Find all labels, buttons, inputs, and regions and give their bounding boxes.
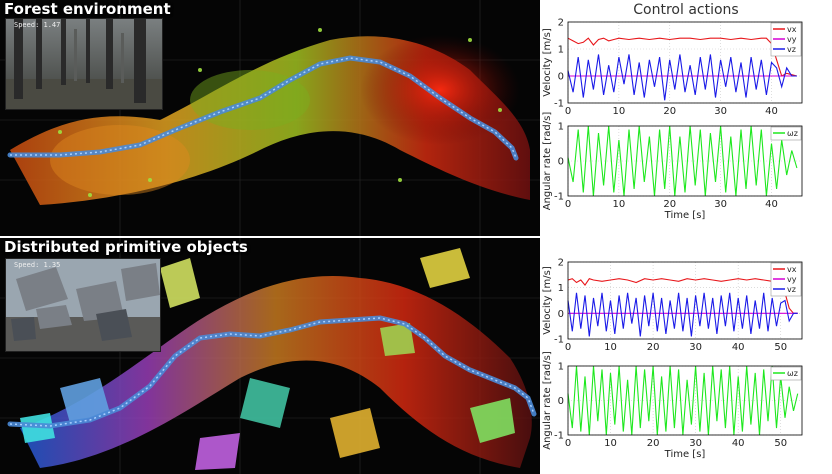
x-tick-label: 30 xyxy=(689,438,702,449)
y-tick-label: 1 xyxy=(558,122,564,133)
legend-entry: vx xyxy=(787,265,797,274)
x-tick-label: 50 xyxy=(774,438,787,449)
x-tick-label: 20 xyxy=(647,438,660,449)
legend-entry: vz xyxy=(787,45,796,54)
series-line-0-2 xyxy=(567,54,797,101)
y-tick-label: -1 xyxy=(554,99,564,110)
forest-speed-label: Speed: 1.47 xyxy=(14,21,61,29)
x-tick-label: 40 xyxy=(765,199,778,210)
y-tick-label: 0 xyxy=(558,72,564,83)
x-tick-label: 40 xyxy=(765,106,778,117)
x-tick-label: 10 xyxy=(604,342,617,353)
y-tick-label: 0 xyxy=(558,309,564,320)
x-tick-label: 30 xyxy=(714,106,727,117)
y-tick-label: 1 xyxy=(558,283,564,294)
legend-entry: vy xyxy=(787,275,797,284)
forest-scene: Forest environment Speed: 1.47 xyxy=(0,0,540,236)
x-tick-label: 0 xyxy=(565,199,571,210)
x-tick-label: 0 xyxy=(565,438,571,449)
primitives-camera-view: Speed: 1.35 xyxy=(5,258,161,352)
legend-entry: vz xyxy=(787,285,796,294)
x-tick-label: 30 xyxy=(689,342,702,353)
control-actions-title: Control actions xyxy=(633,2,739,18)
y-axis-label: Angular rate [rad/s] xyxy=(542,351,553,450)
x-tick-label: 40 xyxy=(732,342,745,353)
y-tick-label: 0 xyxy=(558,157,564,168)
legend-entry: ωz xyxy=(787,129,798,138)
x-tick-label: 10 xyxy=(604,438,617,449)
legend-box xyxy=(770,366,802,381)
x-tick-label: 20 xyxy=(663,106,676,117)
x-tick-label: 10 xyxy=(613,199,626,210)
x-axis-label: Time [s] xyxy=(664,449,706,460)
x-tick-label: 40 xyxy=(732,438,745,449)
plot-frame xyxy=(567,21,803,104)
plot-frame xyxy=(567,125,803,197)
primitives-camera-image xyxy=(6,259,160,351)
legend-box xyxy=(770,126,802,141)
forest-camera-image xyxy=(6,19,162,109)
plot-frame xyxy=(567,365,803,436)
primitives-scene: Distributed primitive objects Speed: 1.3… xyxy=(0,238,540,474)
x-tick-label: 20 xyxy=(647,342,660,353)
x-axis-label: Time [s] xyxy=(664,210,706,221)
y-tick-label: 1 xyxy=(558,45,564,56)
y-axis-label: Angular rate [rad/s] xyxy=(542,112,553,211)
series-line-1-0 xyxy=(567,125,798,197)
y-axis-label: Velocity [m/s] xyxy=(542,28,553,97)
y-tick-label: 0 xyxy=(558,396,564,407)
primitives-speed-label: Speed: 1.35 xyxy=(14,261,61,269)
x-tick-label: 50 xyxy=(774,342,787,353)
legend-entry: ωz xyxy=(787,369,798,378)
control-actions-panel: Control actions 0 10 20 30 40 -1 0 1 2 Velocity [… xyxy=(540,0,832,474)
x-tick-label: 10 xyxy=(613,106,626,117)
y-tick-label: -1 xyxy=(554,335,564,346)
forest-camera-view: Speed: 1.47 xyxy=(5,18,163,110)
forest-scene-title: Forest environment xyxy=(4,0,171,18)
series-line-2-2 xyxy=(567,292,798,337)
x-tick-label: 30 xyxy=(714,199,727,210)
plot-frame xyxy=(567,261,803,340)
legend-entry: vy xyxy=(787,35,797,44)
y-tick-label: 1 xyxy=(558,362,564,373)
series-line-2-0 xyxy=(567,278,798,314)
y-tick-label: -1 xyxy=(554,431,564,442)
x-tick-label: 0 xyxy=(565,106,571,117)
y-tick-label: 2 xyxy=(558,18,564,29)
primitives-scene-title: Distributed primitive objects xyxy=(4,238,248,256)
y-axis-label: Velocity [m/s] xyxy=(542,266,553,335)
forest-pointcloud xyxy=(0,0,540,236)
series-line-0-0 xyxy=(567,37,798,77)
legend-entry: vx xyxy=(787,25,797,34)
y-tick-label: 2 xyxy=(558,258,564,269)
x-tick-label: 0 xyxy=(565,342,571,353)
y-tick-label: -1 xyxy=(554,192,564,203)
x-tick-label: 20 xyxy=(663,199,676,210)
